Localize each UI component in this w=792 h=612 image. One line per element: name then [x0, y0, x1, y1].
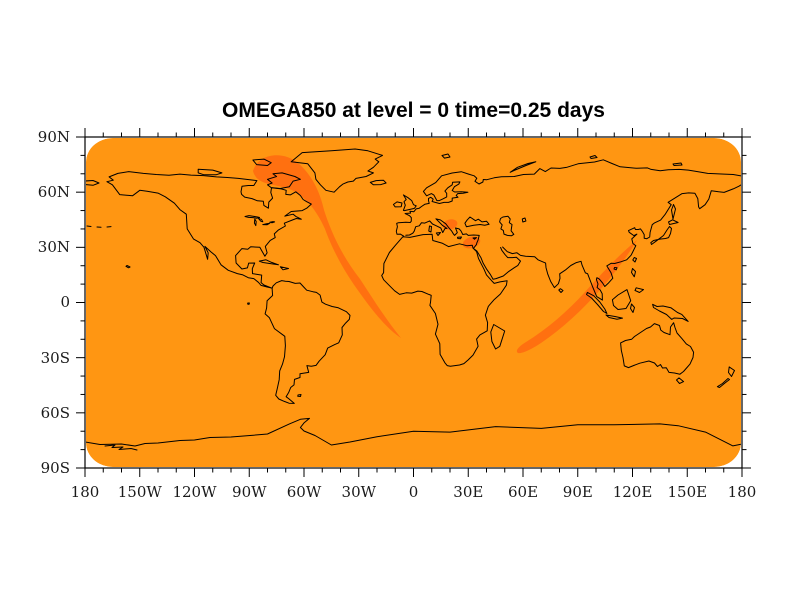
lat-tick-label: 0 — [60, 293, 70, 311]
lon-tick-label: 150W — [117, 483, 162, 501]
greenland — [290, 148, 383, 193]
europe-arctic-coast — [395, 159, 741, 237]
lon-tick-label: 30W — [341, 483, 377, 501]
black-sea — [464, 216, 490, 228]
arabia-coast — [472, 247, 521, 280]
sri-lanka — [558, 288, 564, 293]
australia-coast — [620, 322, 695, 384]
coastlines — [86, 148, 741, 451]
japan — [650, 204, 679, 245]
indonesia-islands — [586, 289, 635, 320]
small-islands — [86, 180, 302, 397]
indian-ocean-streak — [516, 240, 637, 354]
lon-tick-label: 0 — [408, 483, 419, 501]
lat-tick-label: 90N — [37, 128, 70, 146]
east-asia-india-coast — [502, 183, 741, 301]
lon-tick-label: 180 — [70, 483, 100, 501]
caribbean-islands — [258, 259, 289, 271]
lat-tick-label: 30N — [37, 238, 70, 256]
map-area — [86, 138, 741, 467]
base-fill-band — [86, 138, 741, 467]
mediterranean-north-coast — [405, 218, 480, 249]
lon-tick-label: 90W — [232, 483, 267, 501]
taiwan-hainan — [613, 257, 637, 271]
north-atlantic-streak — [253, 155, 401, 338]
great-lakes — [244, 215, 276, 227]
antarctica-coast — [86, 417, 741, 451]
new-guinea — [652, 303, 689, 322]
arctic-islands — [441, 153, 683, 173]
aral-sea — [521, 217, 527, 223]
madagascar — [490, 324, 506, 350]
lat-tick-label: 60N — [37, 183, 70, 201]
lon-tick-label: 120W — [172, 483, 217, 501]
south-america-coast — [264, 280, 351, 404]
lon-tick-label: 60W — [286, 483, 322, 501]
lon-tick-label: 60E — [507, 483, 539, 501]
philippines — [631, 268, 644, 293]
lon-tick-label: 90E — [562, 483, 593, 501]
lat-tick-label: 60S — [40, 404, 70, 422]
lon-tick-label: 180 — [727, 483, 757, 501]
lat-tick-label: 90S — [40, 459, 70, 477]
canadian-arctic-islands — [197, 158, 301, 189]
new-zealand — [716, 366, 735, 388]
lon-tick-label: 30E — [453, 483, 484, 501]
plot-title: OMEGA850 at level = 0 time=0.25 days — [222, 99, 605, 122]
axis-ticks — [76, 128, 751, 477]
mediterranean-islands — [428, 225, 477, 240]
british-isles — [392, 194, 417, 212]
lat-tick-label: 30S — [40, 349, 70, 367]
north-america-coast — [106, 171, 312, 289]
lon-tick-label: 150E — [667, 483, 708, 501]
iceland — [369, 179, 387, 186]
balkans-blob — [442, 219, 458, 230]
caspian-sea — [499, 215, 515, 237]
lon-tick-label: 120E — [612, 483, 653, 501]
